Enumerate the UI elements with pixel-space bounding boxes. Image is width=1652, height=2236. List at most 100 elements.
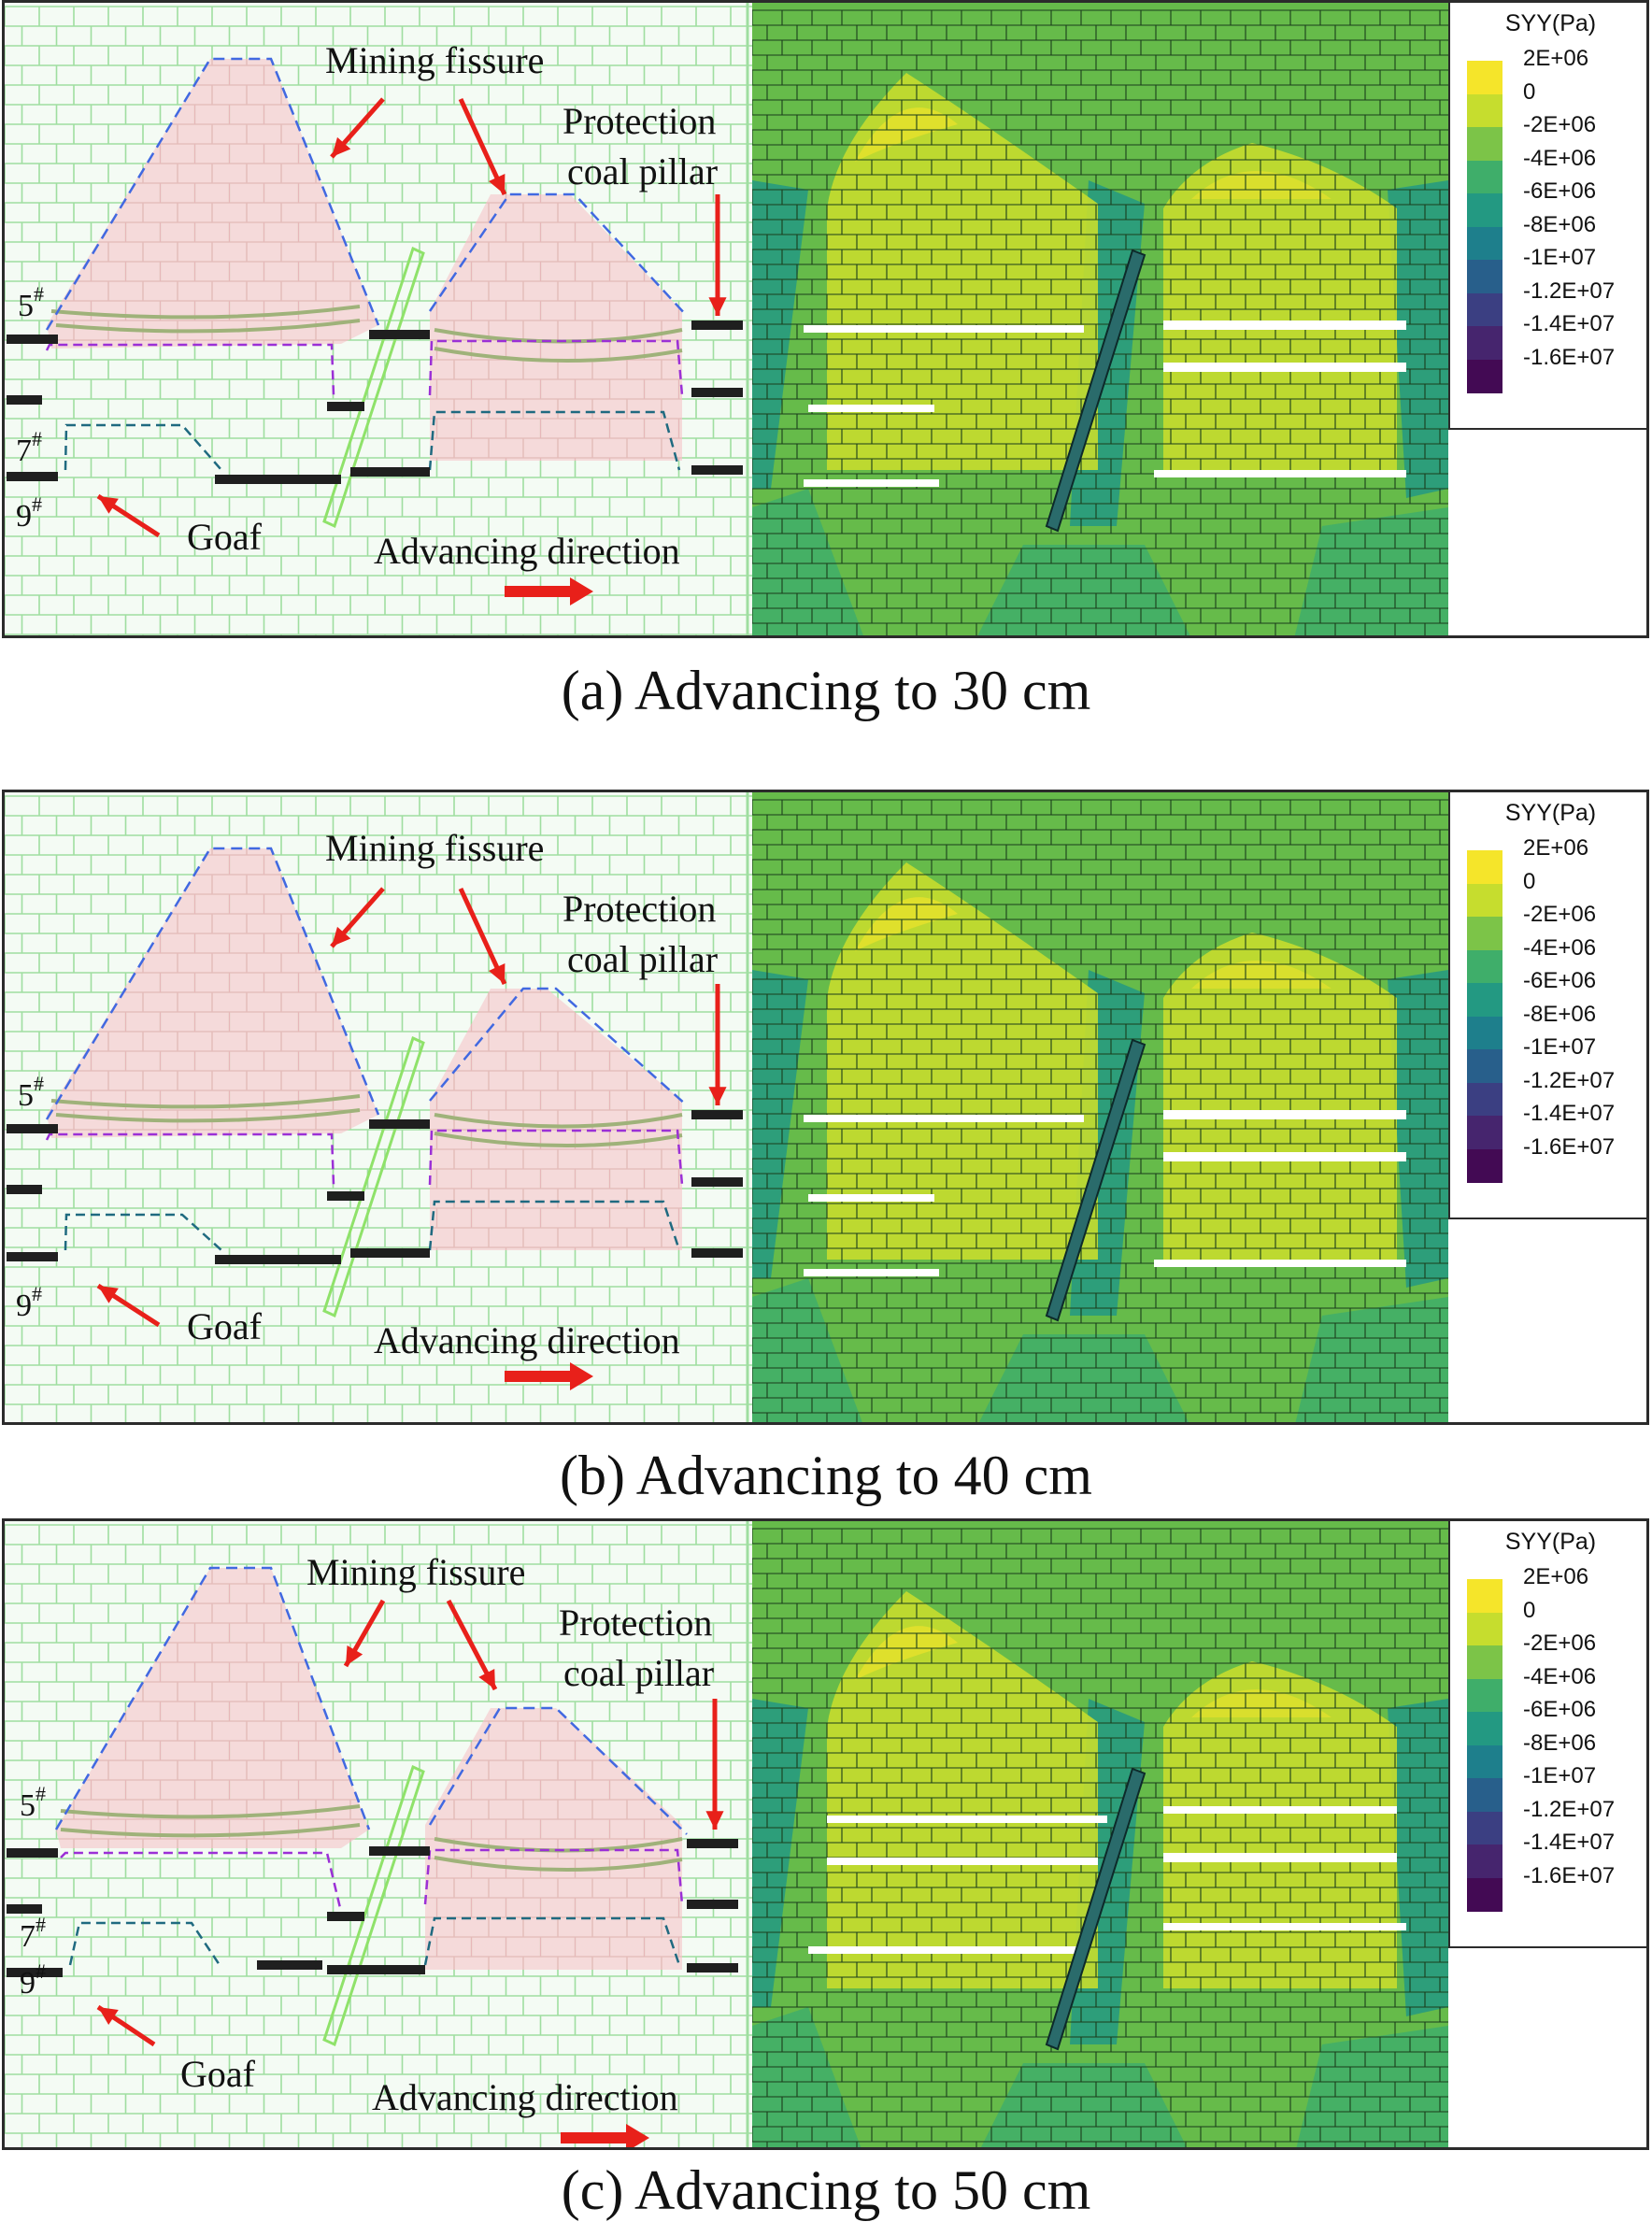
label-advancing-direction: Advancing direction	[372, 2076, 678, 2118]
legend-item: -8E+06	[1467, 212, 1645, 261]
label-coal-pillar: coal pillar	[567, 150, 718, 192]
legend-label: -1.6E+07	[1523, 344, 1616, 370]
bed-separation	[1163, 1806, 1397, 1814]
legend-swatch	[1467, 1877, 1502, 1912]
legend-swatch	[1467, 883, 1502, 918]
low-stress-zone-left	[827, 73, 1098, 470]
fault	[1045, 1767, 1146, 2051]
bed-separation	[827, 1858, 1098, 1865]
stress-legend-b: SYY(Pa) 2E+06 0 -2E+06 -4E+06 -6E+06 -8E+06 -1…	[1448, 792, 1646, 1219]
fractured-stratum	[50, 305, 361, 320]
fractured-stratum	[434, 1132, 683, 1148]
legend-item: -1.2E+07	[1467, 1797, 1645, 1845]
stress-zone	[1296, 2026, 1448, 2147]
legend-label: -6E+06	[1523, 968, 1597, 993]
coal-seam	[7, 1252, 58, 1261]
low-stress-zone-right	[1163, 143, 1397, 470]
arrow-goaf	[96, 493, 161, 538]
legend-swatch	[1467, 61, 1502, 94]
bed-separation	[1163, 1853, 1397, 1862]
arrow-fissure-left	[343, 1599, 386, 1668]
legend-item: -6E+06	[1467, 968, 1645, 1017]
advancing-arrow	[505, 1362, 593, 1390]
bed-separation	[804, 479, 939, 487]
legend-item: -1.6E+07	[1467, 345, 1645, 393]
legend-item: 0	[1467, 869, 1645, 918]
caption-c: (c) Advancing to 50 cm	[561, 2159, 1091, 2221]
legend-label: -4E+06	[1523, 934, 1597, 961]
arrow-fissure-right	[458, 97, 507, 196]
bed-separation	[1154, 1260, 1406, 1267]
legend-swatch	[1467, 1844, 1502, 1878]
caption-b: (b) Advancing to 40 cm	[560, 1445, 1092, 1506]
coal-seam	[350, 467, 430, 477]
panel-c-frame: Mining fissure Protection coal pillar Goaf A…	[2, 1518, 1649, 2150]
legend-swatch	[1467, 983, 1502, 1017]
legend-swatch	[1467, 127, 1502, 161]
legend-swatch	[1467, 1712, 1502, 1745]
legend-label: 2E+06	[1523, 1564, 1589, 1589]
legend-item: 0	[1467, 79, 1645, 128]
coal-seam	[7, 335, 58, 344]
coal-seam	[7, 1185, 42, 1194]
stress-zone	[752, 1278, 862, 1422]
legend-item: -8E+06	[1467, 1002, 1645, 1050]
legend-item: -1.4E+07	[1467, 1101, 1645, 1149]
brick-pattern	[752, 799, 1448, 1422]
fractured-stratum	[55, 319, 361, 334]
seam-boundary	[64, 1213, 222, 1251]
stress-model-b	[752, 792, 1448, 1422]
panel-a-frame: Mining fissure Protection coal pillar Goaf A…	[2, 0, 1649, 638]
legend-title: SYY(Pa)	[1504, 1529, 1597, 1555]
seam-boundary	[64, 423, 222, 471]
legend-swatch	[1467, 917, 1502, 950]
legend-label: 0	[1523, 1597, 1536, 1623]
caving-zone-right	[430, 194, 682, 461]
stress-zone	[752, 1699, 808, 2007]
legend-item: -6E+06	[1467, 1697, 1645, 1745]
stress-highlight	[855, 897, 958, 951]
legend-item: -1.2E+07	[1467, 278, 1645, 327]
legend-label: -2E+06	[1523, 1631, 1597, 1656]
legend-item: -1E+07	[1467, 1763, 1645, 1812]
legend-item: -2E+06	[1467, 112, 1645, 161]
fissure-boundary-right	[428, 1706, 688, 1835]
stress-highlight	[1191, 1689, 1332, 1717]
bed-separation	[1163, 1152, 1406, 1161]
arrow-fissure-left	[330, 97, 385, 159]
legend-item: -1.4E+07	[1467, 311, 1645, 360]
legend-swatch	[1467, 326, 1502, 360]
legend-label: -1.6E+07	[1523, 1133, 1616, 1160]
low-stress-zone-right	[1163, 933, 1397, 1260]
coal-seam	[327, 1191, 364, 1201]
fissure-boundary-left	[45, 847, 380, 1120]
stress-zone	[752, 180, 808, 489]
legend-swatch	[1467, 1778, 1502, 1812]
legend-label: -4E+06	[1523, 145, 1597, 171]
legend-swatch	[1467, 359, 1502, 393]
legend-item: 2E+06	[1467, 46, 1645, 94]
bed-separation	[808, 1946, 1089, 1954]
arrow-coal-pillar	[705, 1699, 724, 1830]
legend-item: -1E+07	[1467, 245, 1645, 293]
label-protection: Protection	[559, 1602, 712, 1644]
label-goaf: Goaf	[180, 2053, 256, 2095]
label-mining-fissure: Mining fissure	[325, 827, 544, 869]
legend-label: -6E+06	[1523, 1697, 1597, 1722]
arrow-coal-pillar	[708, 984, 727, 1105]
legend-label: 2E+06	[1523, 46, 1589, 71]
stress-highlight	[855, 107, 958, 162]
legend-label: -1.6E+07	[1523, 1862, 1616, 1888]
legend-label: -8E+06	[1523, 1730, 1597, 1756]
fissure-boundary-left	[45, 57, 380, 331]
legend-label: 2E+06	[1523, 835, 1589, 861]
label-mining-fissure: Mining fissure	[325, 39, 544, 81]
arrow-fissure-right	[446, 1599, 498, 1691]
stress-legend-a: SYY(Pa) 2E+06 0 -2E+06 -4E+06 -6E+06 -8E+06 -1…	[1448, 3, 1646, 430]
coal-seam	[691, 388, 743, 397]
stress-zone	[977, 545, 1190, 635]
bed-separation	[804, 1115, 1084, 1122]
fractured-stratum	[434, 1113, 683, 1129]
physical-model-b: Mining fissure Protection coal pillar Goaf A…	[5, 792, 752, 1422]
low-stress-zone-left	[827, 862, 1098, 1260]
